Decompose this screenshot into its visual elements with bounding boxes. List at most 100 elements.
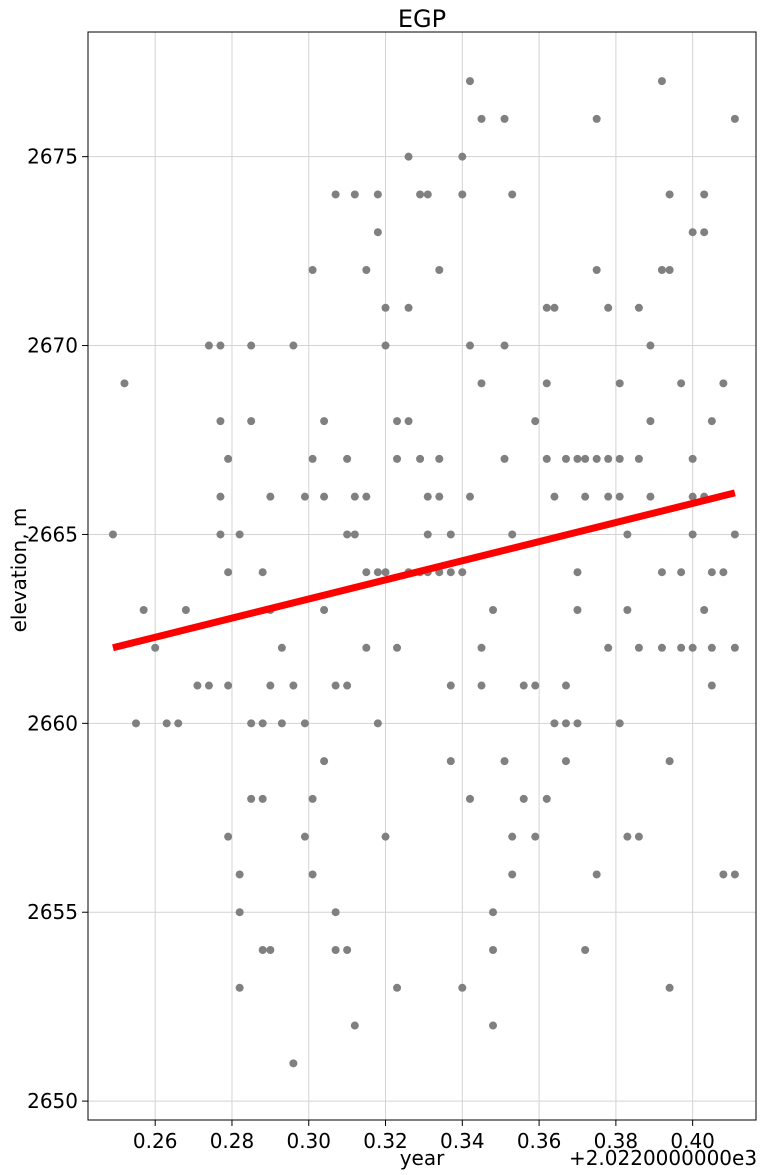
data-point [531,681,540,690]
data-point [204,681,213,690]
data-point [657,568,666,577]
data-point [300,832,309,841]
data-point [393,417,402,426]
data-point [623,530,632,539]
data-point [500,757,509,766]
data-point [404,417,413,426]
data-point [289,681,298,690]
data-point [404,152,413,161]
data-point [615,454,624,463]
data-point [362,266,371,274]
data-point [151,643,160,652]
data-point [581,454,590,463]
data-point [235,870,244,879]
data-point [331,190,340,199]
data-point [224,568,233,577]
y-tick-label: 2660 [27,711,78,735]
data-point [707,643,716,652]
data-point [258,946,267,954]
data-point [320,606,329,614]
y-axis-label: elevation, m [7,508,31,633]
data-point [308,794,317,803]
data-point [216,530,225,539]
data-point [362,492,371,501]
data-point [719,870,728,879]
data-point [500,454,509,463]
chart-title: EGP [398,5,446,33]
data-point [258,794,267,803]
data-point [423,492,432,501]
data-point [573,606,582,614]
data-point [573,719,582,728]
data-point [343,454,352,463]
data-point [181,606,190,614]
data-point [373,719,382,728]
data-point [634,303,643,312]
data-point [247,341,256,350]
data-point [707,568,716,577]
data-point [266,681,275,690]
plot-frame [87,31,757,1121]
data-point [688,643,697,652]
data-point [120,379,129,388]
data-point [350,530,359,539]
data-point [730,870,739,879]
data-point [500,341,509,350]
data-point [465,492,474,501]
data-point [677,379,686,388]
data-point [381,832,390,841]
data-point [193,681,202,690]
x-tick-label: 0.34 [440,1129,485,1153]
data-point [308,454,317,463]
data-point [435,492,444,501]
data-point [508,530,517,539]
data-point [677,568,686,577]
data-point [423,190,432,199]
data-point [465,794,474,803]
data-point [247,719,256,728]
data-point [519,794,528,803]
data-point [604,643,613,652]
data-point [277,643,286,652]
data-point [604,454,613,463]
data-point [289,1059,298,1068]
data-point [162,719,171,728]
data-point [343,681,352,690]
trend-line-group [112,489,736,652]
data-point [381,341,390,350]
data-point [216,417,225,426]
data-point [730,530,739,539]
data-point [477,114,486,123]
data-point [266,492,275,501]
data-points [108,77,739,1068]
data-point [634,643,643,652]
data-point [519,681,528,690]
data-point [550,719,559,728]
data-point [289,341,298,350]
data-point [573,454,582,463]
data-point [677,643,686,652]
data-point [665,190,674,199]
data-point [258,719,267,728]
data-point [623,606,632,614]
data-point [646,417,655,426]
data-point [131,719,140,728]
data-point [139,606,148,614]
data-point [542,794,551,803]
data-point [108,530,117,539]
data-point [542,379,551,388]
data-point [700,190,709,199]
x-tick-label: 0.26 [133,1129,178,1153]
data-point [719,379,728,388]
data-point [592,454,601,463]
data-point [393,454,402,463]
data-point [416,454,425,463]
data-point [224,454,233,463]
data-point [216,492,225,501]
y-tick-label: 2675 [27,145,78,169]
x-tick-label: 0.32 [363,1129,408,1153]
data-point [646,341,655,350]
data-point [465,341,474,350]
data-point [615,492,624,501]
